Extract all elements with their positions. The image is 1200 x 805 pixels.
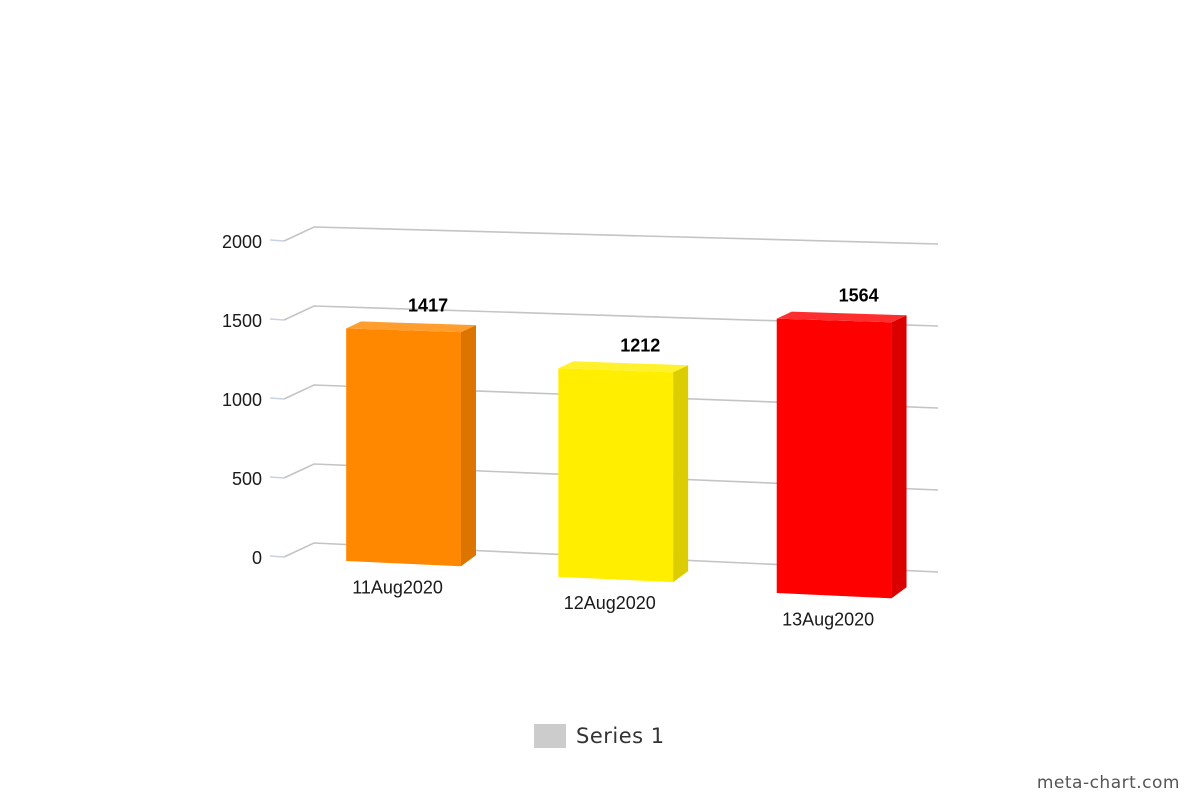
legend[interactable]: Series 1 <box>534 724 665 748</box>
gridline <box>283 463 939 491</box>
bar-2 <box>558 361 689 583</box>
bar-top-face <box>776 311 907 323</box>
x-axis-ticks: 11Aug2020 12Aug2020 13Aug2020 <box>352 577 874 629</box>
gridline <box>283 305 939 327</box>
gridline <box>283 384 939 409</box>
bar-top-face <box>558 361 689 373</box>
bar-front-face <box>776 318 892 599</box>
y-tick-mark <box>269 239 285 242</box>
legend-label[interactable]: Series 1 <box>576 724 665 748</box>
data-label: 1564 <box>839 286 879 306</box>
bar-side-face <box>460 325 476 567</box>
x-tick-label: 12Aug2020 <box>564 593 656 613</box>
bar-3 <box>776 311 907 599</box>
data-label: 1417 <box>408 295 448 315</box>
bars <box>346 311 907 599</box>
bar-1 <box>346 321 476 567</box>
gridline <box>283 226 939 245</box>
y-tick-label: 0 <box>252 548 262 568</box>
credit-text: meta-chart.com <box>1036 773 1180 793</box>
x-tick-label: 11Aug2020 <box>352 577 443 597</box>
y-tick-label: 1000 <box>222 390 262 410</box>
gridlines <box>269 226 939 573</box>
data-labels: 1417 1212 1564 <box>408 286 879 356</box>
y-tick-mark <box>269 555 285 558</box>
bar-front-face <box>558 368 674 583</box>
legend-swatch[interactable] <box>534 724 566 748</box>
x-tick-label: 13Aug2020 <box>782 609 874 629</box>
y-tick-mark <box>269 318 285 321</box>
bar-top-face <box>346 321 476 333</box>
y-tick-mark <box>269 397 285 400</box>
bar-side-face <box>673 365 689 583</box>
y-tick-mark <box>269 476 285 479</box>
y-axis-ticks: 0 500 1000 1500 2000 <box>222 232 262 568</box>
data-label: 1212 <box>620 335 660 355</box>
y-tick-label: 1500 <box>222 311 262 331</box>
y-tick-label: 2000 <box>222 232 262 252</box>
bar-front-face <box>346 328 461 567</box>
gridline <box>283 542 939 573</box>
bar-side-face <box>891 315 907 599</box>
y-tick-label: 500 <box>232 469 262 489</box>
